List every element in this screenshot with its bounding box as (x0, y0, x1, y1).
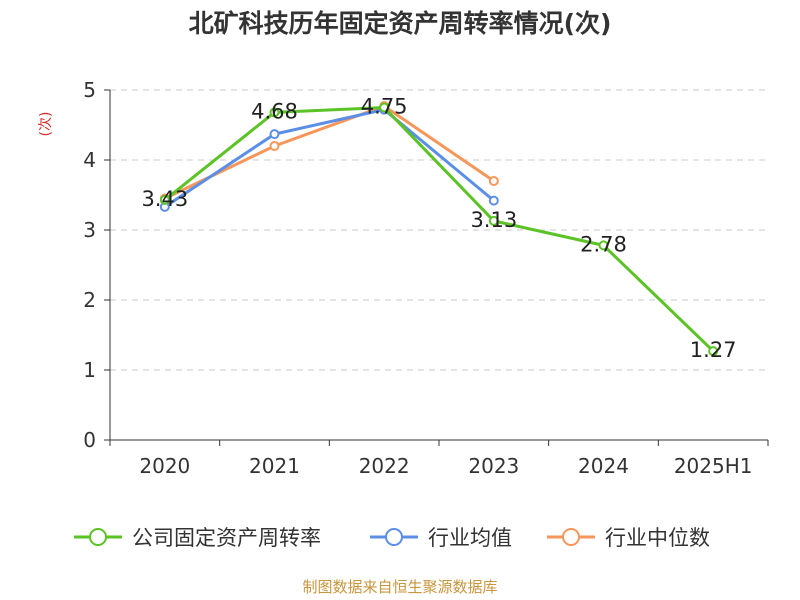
series-line (163, 106, 715, 353)
source-note: 制图数据来自恒生聚源数据库 (302, 578, 497, 596)
legend-marker (89, 528, 107, 546)
chart-title: 北矿科技历年固定资产周转率情况(次) (189, 9, 612, 38)
legend-marker (385, 528, 403, 546)
legend-item[interactable]: 公司固定资产周转率 (74, 526, 321, 550)
data-point (598, 240, 609, 251)
legend[interactable]: 公司固定资产周转率 行业均值 行业中位数 (74, 526, 710, 550)
data-label: 2.78 (580, 232, 627, 256)
data-label: 1.27 (690, 338, 737, 362)
gridlines (110, 89, 768, 371)
axes: 0 1 2 3 4 5 2020 2021 2022 2023 2024 2025H1 (83, 78, 769, 478)
legend-item[interactable]: 行业中位数 (547, 526, 710, 550)
data-point (379, 102, 390, 113)
y-tick-label: 4 (83, 148, 96, 172)
data-labels: 3.43 4.68 4.75 3.13 2.78 1.27 (141, 95, 736, 363)
y-tick-label: 0 (83, 428, 96, 452)
x-tick-label: 2025H1 (674, 454, 753, 478)
data-point (269, 107, 280, 118)
legend-item[interactable]: 行业均值 (370, 526, 512, 550)
series-line (164, 104, 495, 200)
series-group (159, 101, 719, 357)
data-point (708, 346, 719, 357)
y-tick-label: 3 (83, 218, 96, 242)
data-point (269, 141, 280, 151)
data-label: 4.75 (361, 95, 408, 119)
x-tick-label: 2024 (578, 454, 629, 478)
x-tick-label: 2021 (249, 454, 300, 478)
legend-marker (562, 528, 580, 546)
x-tick-label: 2022 (359, 454, 410, 478)
y-tick-label: 2 (83, 288, 96, 312)
legend-label: 行业中位数 (605, 526, 710, 550)
data-point (488, 176, 499, 186)
data-label: 3.13 (470, 208, 517, 232)
legend-label: 公司固定资产周转率 (132, 526, 321, 550)
legend-label: 行业均值 (428, 526, 512, 550)
y-tick-label: 5 (83, 78, 96, 102)
x-tick-label: 2023 (468, 454, 519, 478)
data-label: 4.68 (251, 99, 298, 123)
x-tick-label: 2020 (139, 454, 190, 478)
y-axis-label: (次) (38, 112, 54, 137)
data-label: 3.43 (141, 187, 188, 211)
data-point (488, 215, 499, 226)
series-line (164, 108, 495, 209)
data-point (159, 194, 170, 205)
data-point (488, 195, 499, 206)
data-point (269, 129, 280, 140)
y-tick-label: 1 (83, 358, 96, 382)
